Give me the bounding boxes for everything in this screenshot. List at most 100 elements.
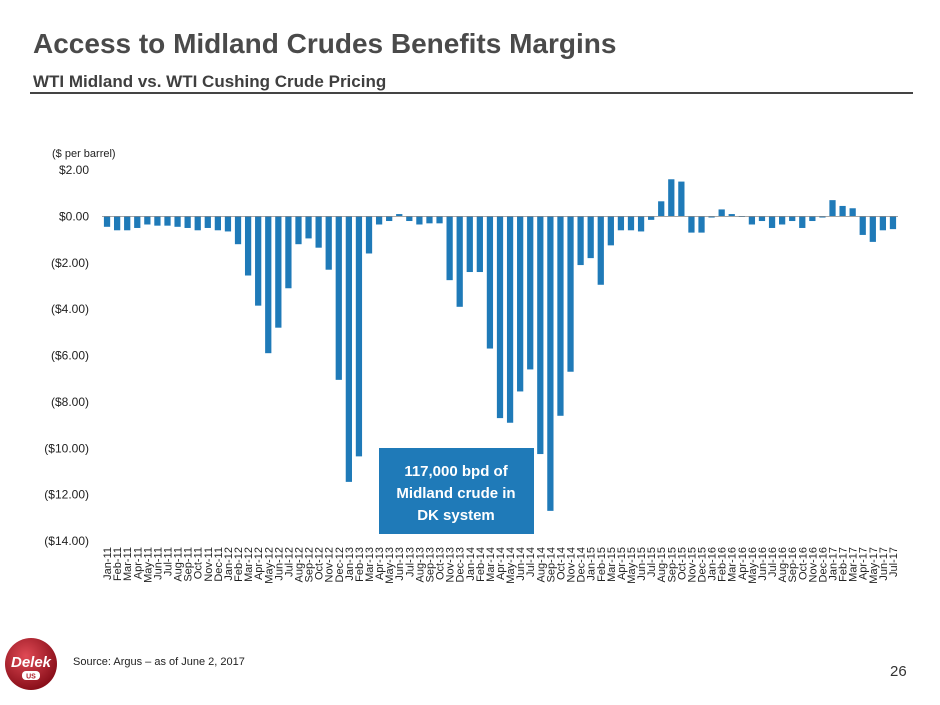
x-tick-label: May-14 [505, 547, 517, 584]
x-tick-label: Feb-13 [354, 547, 366, 582]
bar [154, 216, 161, 226]
bar [486, 216, 494, 349]
bar [375, 216, 383, 225]
bar [637, 216, 645, 232]
logo-wordmark: Delek [11, 654, 52, 671]
x-tick-label: Sep-12 [304, 547, 316, 582]
x-tick-label: Oct-13 [435, 547, 447, 580]
bar [879, 216, 887, 231]
bar [789, 216, 796, 222]
bar [567, 216, 574, 372]
bar [547, 216, 554, 511]
bar [234, 216, 242, 245]
callout-text-line: Midland crude in [396, 485, 515, 502]
bar [224, 216, 232, 232]
x-tick-label: Jul-17 [888, 547, 900, 577]
x-tick-label: Aug-12 [293, 547, 305, 582]
x-tick-label: Nov-15 [686, 547, 698, 582]
x-tick-label: Mar-17 [848, 547, 860, 582]
bar [809, 216, 816, 222]
bar [537, 216, 544, 455]
x-tick-label: Sep-15 [666, 547, 678, 582]
bar [889, 216, 897, 230]
title-divider [30, 92, 913, 94]
x-tick-label: May-17 [868, 547, 880, 584]
bar [849, 208, 856, 217]
bar [305, 216, 312, 239]
bar [859, 216, 866, 235]
x-tick-label: May-16 [747, 547, 759, 584]
y-axis-ticks: $2.00 $0.00 ($2.00) ($4.00) ($6.00) ($8.00) ($… [44, 163, 89, 548]
x-tick-label: Jan-11 [102, 547, 114, 580]
bar [728, 214, 735, 217]
bar [194, 216, 201, 231]
page-title: Access to Midland Crudes Benefits Margin… [33, 28, 617, 59]
bar [758, 216, 766, 222]
bar [708, 216, 715, 218]
bar [829, 200, 836, 217]
x-tick-label: Aug-14 [535, 547, 547, 582]
callout-text-line: 117,000 bpd of [404, 463, 508, 480]
x-tick-label: Jun-16 [757, 547, 769, 581]
x-tick-label: Dec-14 [576, 547, 588, 582]
x-tick-label: Aug-11 [173, 547, 185, 582]
bar [446, 216, 453, 281]
x-tick-label: Feb-16 [717, 547, 729, 582]
callout-background [379, 448, 534, 534]
bar [748, 216, 756, 225]
x-tick-label: Jan-13 [344, 547, 356, 581]
x-tick-label: Jul-15 [646, 547, 658, 577]
bar [658, 201, 665, 217]
x-tick-label: Mar-11 [122, 547, 134, 581]
bar [355, 216, 363, 457]
bar [184, 216, 191, 228]
x-tick-label: Aug-16 [777, 547, 789, 582]
bar [416, 216, 423, 225]
x-tick-label: Apr-12 [253, 547, 265, 580]
bar [768, 216, 776, 228]
bar [255, 216, 262, 306]
callout-box: 117,000 bpd of Midland crude in DK system [379, 448, 534, 534]
x-tick-label: Mar-12 [243, 547, 255, 582]
bar [517, 216, 524, 392]
x-tick-label: Jul-12 [283, 547, 295, 577]
x-tick-label: Jan-15 [586, 547, 598, 581]
bar [396, 214, 403, 217]
bar [315, 216, 322, 248]
x-tick-label: Nov-14 [566, 547, 578, 582]
bar [325, 216, 332, 270]
x-tick-label: Feb-12 [233, 547, 245, 582]
bar [335, 216, 342, 380]
bar [476, 216, 483, 273]
bar [799, 216, 806, 228]
x-tick-label: Apr-17 [858, 547, 870, 580]
page-subtitle: WTI Midland vs. WTI Cushing Crude Pricin… [33, 72, 387, 91]
x-tick-label: Jun-13 [394, 547, 406, 581]
x-tick-label: Oct-16 [797, 547, 809, 580]
bar [668, 179, 675, 217]
bar [214, 216, 221, 231]
bar [164, 216, 171, 226]
x-tick-label: Aug-15 [656, 547, 668, 582]
bar [295, 216, 302, 245]
bar [426, 216, 433, 224]
x-tick-label: Oct-15 [676, 547, 688, 580]
x-tick-label: Dec-13 [455, 547, 467, 582]
bar [174, 216, 181, 227]
bar [466, 216, 473, 273]
x-tick-label: Feb-17 [838, 547, 850, 582]
x-tick-label: Apr-14 [495, 547, 507, 580]
x-tick-label: Sep-14 [545, 547, 557, 582]
bar [819, 216, 826, 218]
x-tick-label: Mar-14 [485, 547, 497, 582]
x-tick-label: Jun-12 [273, 547, 285, 581]
x-tick-label: Feb-11 [112, 547, 124, 581]
bar [204, 216, 211, 228]
bar [718, 209, 725, 217]
bar-series [103, 179, 897, 511]
x-tick-label: Jan-12 [223, 547, 235, 581]
x-tick-label: Jul-14 [525, 547, 537, 577]
x-tick-label: Dec-12 [334, 547, 346, 582]
y-tick-label: ($6.00) [51, 349, 89, 363]
x-tick-label: Aug-13 [414, 547, 426, 582]
